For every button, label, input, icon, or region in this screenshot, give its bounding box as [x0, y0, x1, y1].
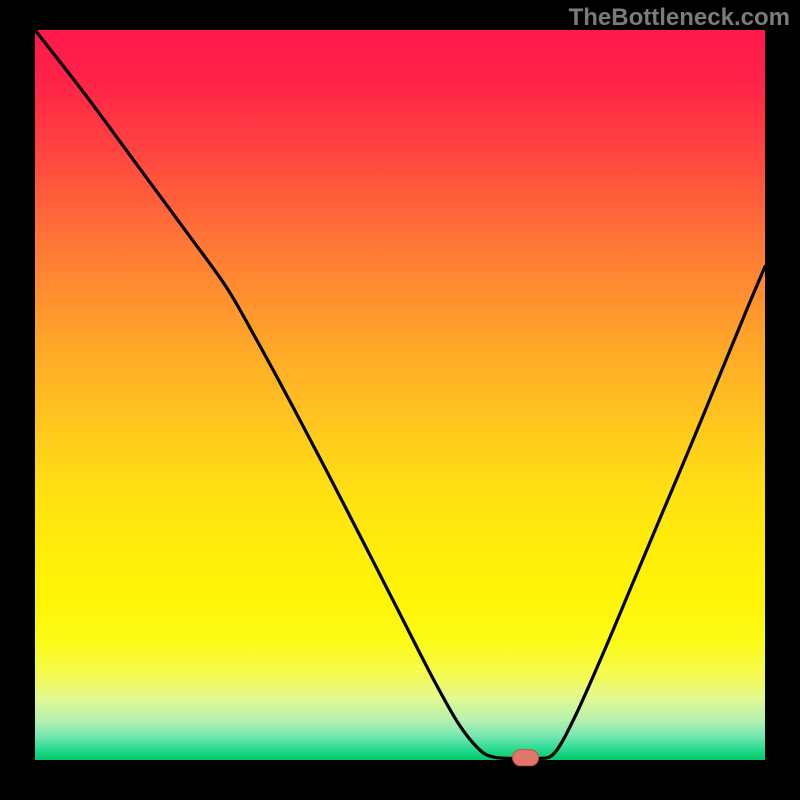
watermark-text: TheBottleneck.com [569, 4, 790, 32]
bottleneck-chart [0, 0, 800, 800]
chart-gradient-background [35, 30, 765, 760]
optimal-point-marker [513, 750, 539, 766]
